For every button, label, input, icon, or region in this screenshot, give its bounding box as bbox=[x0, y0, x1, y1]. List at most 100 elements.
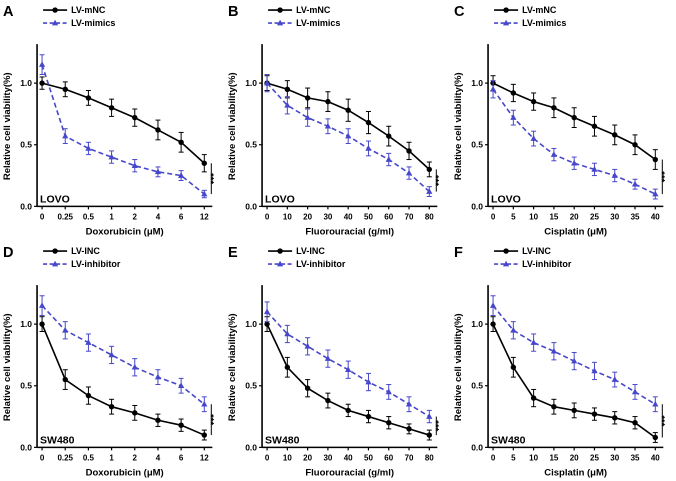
circle-marker bbox=[503, 7, 509, 13]
series-line bbox=[41, 304, 205, 405]
x-tick-label: 10 bbox=[529, 212, 538, 221]
x-tick-label: 15 bbox=[549, 453, 558, 462]
triangle-marker bbox=[85, 338, 92, 345]
circle-marker bbox=[406, 425, 413, 432]
triangle-marker bbox=[489, 301, 496, 308]
x-tick-label: 2 bbox=[133, 453, 138, 462]
triangle-marker bbox=[611, 172, 618, 178]
circle-marker bbox=[305, 95, 311, 101]
x-tick-label: 20 bbox=[569, 453, 578, 462]
cell-line-label: LOVO bbox=[40, 193, 70, 205]
x-axis-label: Doxorubicin (μM) bbox=[86, 226, 164, 237]
circle-marker bbox=[325, 98, 331, 105]
x-axis-label: Cisplatin (μM) bbox=[544, 467, 607, 478]
triangle-marker bbox=[154, 373, 162, 379]
x-tick-label: 0 bbox=[265, 453, 270, 462]
x-tick-label: 0 bbox=[40, 212, 45, 221]
triangle-marker bbox=[51, 260, 59, 266]
triangle-marker bbox=[264, 307, 271, 314]
panel-D: 0.0 0.5 1.0 0 0.25 0.5 1 2 4 6 12 Doxorubicin (μM) R… bbox=[0, 241, 225, 481]
y-axis-label: Relative cell viability(%) bbox=[227, 72, 238, 180]
triangle-marker bbox=[509, 114, 517, 120]
x-tick-label: 12 bbox=[200, 453, 209, 462]
y-tick-label: 0.5 bbox=[246, 140, 258, 150]
x-tick-label: 70 bbox=[405, 453, 414, 462]
x-tick-label: 50 bbox=[364, 212, 373, 221]
x-tick-label: 30 bbox=[324, 453, 333, 462]
x-tick-label: 40 bbox=[651, 212, 660, 221]
triangle-marker bbox=[178, 381, 185, 388]
series-line bbox=[266, 323, 430, 436]
series-line bbox=[41, 323, 205, 436]
panel-letter: A bbox=[3, 4, 14, 20]
x-tick-label: 0.25 bbox=[57, 212, 73, 221]
circle-marker bbox=[284, 364, 291, 370]
x-tick-label: 4 bbox=[156, 212, 161, 221]
triangle-marker bbox=[570, 159, 577, 166]
legend-label: LV-INC bbox=[522, 246, 551, 256]
circle-marker bbox=[277, 247, 284, 254]
y-axis-label: Relative cell viability(%) bbox=[227, 313, 238, 421]
triangle-marker bbox=[530, 338, 537, 345]
triangle-marker bbox=[530, 135, 537, 141]
x-tick-label: 0 bbox=[265, 212, 270, 221]
y-tick-label: 1.0 bbox=[20, 78, 32, 88]
legend-label: LV-mimics bbox=[296, 18, 340, 28]
triangle-marker bbox=[502, 19, 509, 26]
y-tick-label: 0.0 bbox=[20, 442, 32, 452]
y-tick-label: 0.5 bbox=[471, 140, 483, 150]
x-tick-label: 0 bbox=[40, 453, 45, 462]
circle-marker bbox=[85, 392, 92, 398]
triangle-marker bbox=[365, 145, 372, 151]
circle-marker bbox=[52, 7, 58, 13]
x-axis-label: Doxorubicin (μM) bbox=[86, 467, 164, 478]
triangle-marker bbox=[406, 169, 413, 176]
x-tick-label: 80 bbox=[425, 212, 434, 221]
significance-label: *** bbox=[204, 414, 215, 425]
x-tick-label: 60 bbox=[385, 212, 394, 221]
triangle-marker bbox=[365, 378, 372, 384]
circle-marker bbox=[366, 119, 372, 126]
circle-marker bbox=[386, 419, 392, 425]
panel-letter: E bbox=[228, 245, 238, 261]
triangle-marker bbox=[345, 132, 352, 139]
circle-marker bbox=[264, 320, 271, 327]
x-axis-label: Fluorouracial (g/ml) bbox=[306, 226, 395, 237]
circle-marker bbox=[201, 160, 208, 166]
y-tick-label: 0.5 bbox=[246, 380, 258, 390]
triangle-marker bbox=[38, 301, 46, 308]
x-axis-label: Cisplatin (μM) bbox=[544, 226, 607, 237]
triangle-marker bbox=[591, 165, 598, 172]
circle-marker bbox=[550, 403, 557, 409]
triangle-marker bbox=[277, 260, 284, 266]
x-tick-label: 1 bbox=[109, 453, 114, 462]
significance-label: *** bbox=[430, 175, 441, 186]
chart-svg: 0.0 0.5 1.0 0 5 10 15 20 25 30 35 40 Cisplatin (μM) R… bbox=[453, 4, 666, 237]
circle-marker bbox=[652, 156, 658, 163]
x-tick-label: 25 bbox=[590, 453, 599, 462]
panel-B: 0.0 0.5 1.0 0 10 20 30 40 50 60 70 80 Fluorouracial … bbox=[225, 0, 450, 241]
x-axis-label: Fluorouracial (g/ml) bbox=[306, 467, 395, 478]
x-tick-label: 0.5 bbox=[83, 212, 95, 221]
y-axis-label: Relative cell viability(%) bbox=[453, 72, 464, 180]
triangle-marker bbox=[489, 85, 496, 92]
triangle-marker bbox=[51, 19, 59, 26]
circle-marker bbox=[277, 7, 284, 13]
triangle-marker bbox=[631, 388, 638, 394]
cell-line-label: SW480 bbox=[491, 434, 526, 446]
triangle-marker bbox=[131, 162, 138, 169]
x-tick-label: 35 bbox=[630, 212, 639, 221]
series-line bbox=[492, 88, 656, 195]
triangle-marker bbox=[550, 151, 557, 157]
x-tick-label: 30 bbox=[610, 453, 619, 462]
cell-line-label: LOVO bbox=[491, 193, 521, 205]
circle-marker bbox=[591, 123, 597, 129]
circle-marker bbox=[108, 105, 115, 111]
y-tick-label: 1.0 bbox=[20, 319, 32, 329]
x-tick-label: 30 bbox=[610, 212, 619, 221]
x-tick-label: 25 bbox=[590, 212, 599, 221]
x-tick-label: 6 bbox=[179, 212, 184, 221]
triangle-marker bbox=[201, 190, 208, 197]
